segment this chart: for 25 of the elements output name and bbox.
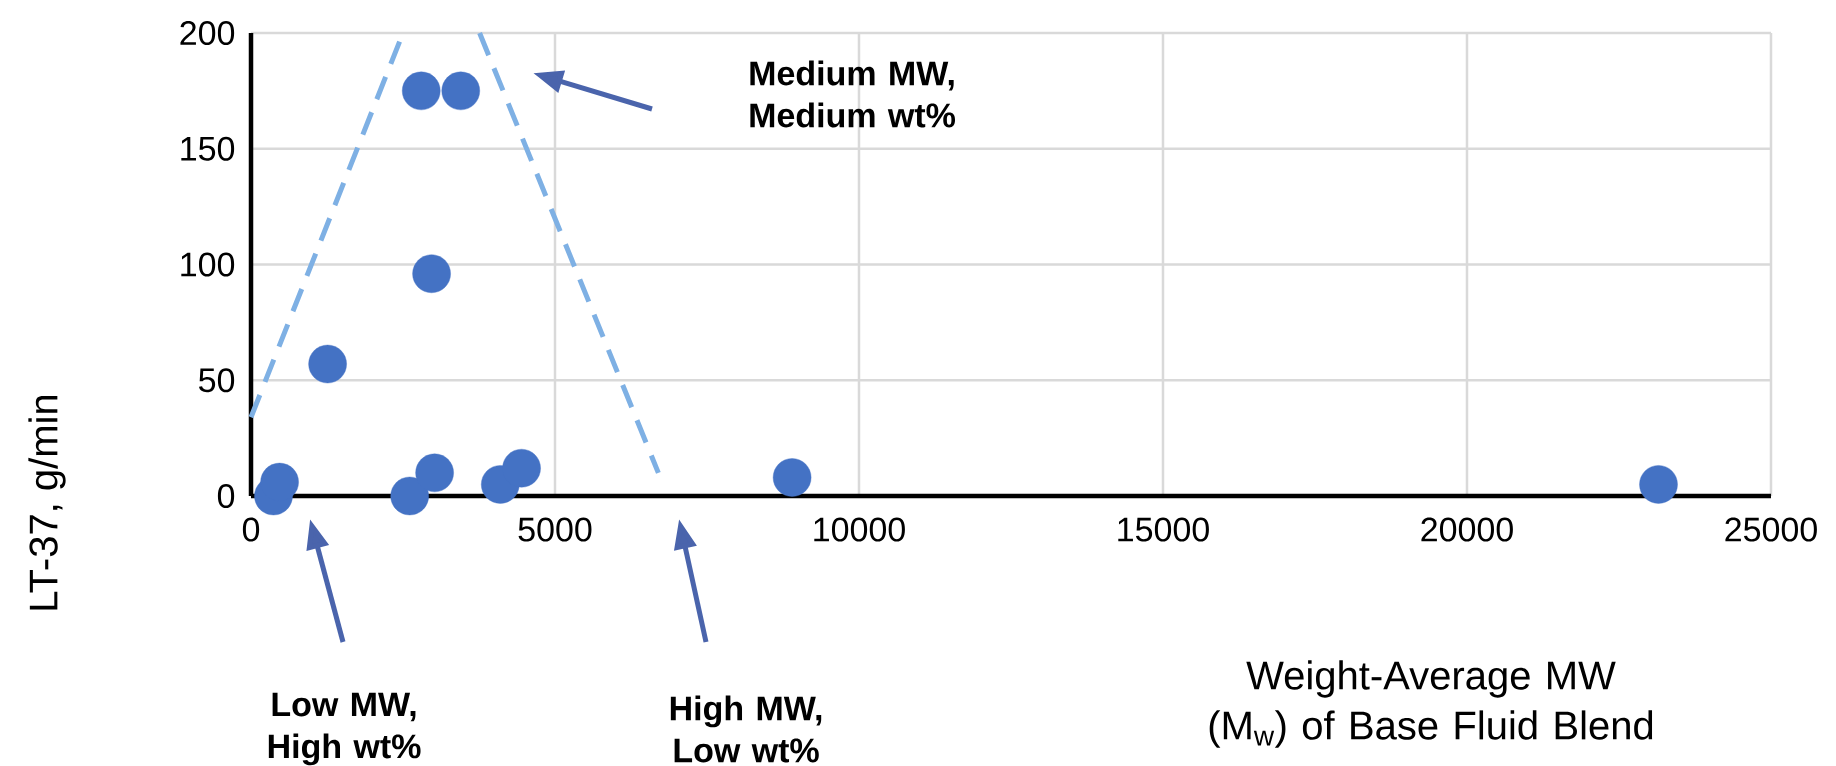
- x-tick-label: 10000: [814, 517, 905, 542]
- point: [308, 344, 347, 384]
- x-tick-label: 5000: [518, 517, 592, 542]
- x-tick-label: 20000: [1421, 517, 1513, 542]
- y-tick-label: 150: [181, 136, 235, 161]
- annotation: Medium MW, Medium wt%: [750, 60, 956, 128]
- text: Low MW, High wt%: [268, 692, 421, 766]
- point: [772, 458, 812, 497]
- x-tick-label: 15000: [1118, 517, 1209, 542]
- y-tick-label: 0: [217, 483, 235, 509]
- point: [390, 476, 429, 516]
- y-axis-title: LT-37, g/min: [28, 395, 66, 610]
- point: [502, 449, 541, 488]
- y-tick-label: 50: [199, 368, 235, 393]
- text: High MW, Low wt%: [670, 695, 822, 763]
- y-tick-label: 200: [180, 20, 235, 46]
- point: [412, 254, 451, 293]
- point: [1639, 465, 1678, 504]
- point: [415, 453, 454, 493]
- point: [402, 71, 441, 111]
- y-tick-label: 100: [181, 252, 235, 277]
- x-tick-label: 25000: [1725, 517, 1817, 542]
- point: [441, 71, 480, 111]
- x-tick-label: 0: [242, 517, 260, 542]
- x-axis-title: Weight-Average MW (M$_{w}$) of Base Fluid Blend: [1209, 660, 1653, 748]
